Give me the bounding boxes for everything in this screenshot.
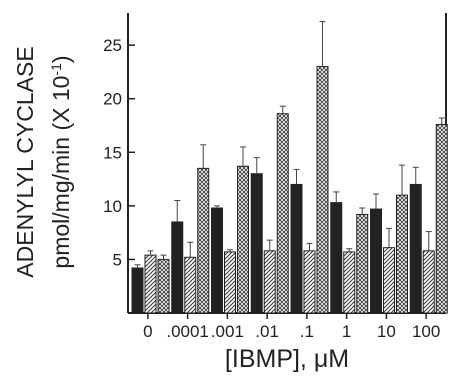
bar-hatched bbox=[263, 250, 276, 314]
bar-solid bbox=[211, 207, 223, 314]
bar-crosshatched bbox=[435, 123, 448, 314]
bar-solid bbox=[330, 202, 343, 314]
x-tick-label: .01 bbox=[255, 322, 279, 341]
bar-crosshatched bbox=[356, 213, 369, 314]
y-tick-label: 5 bbox=[113, 250, 122, 269]
bar-crosshatched bbox=[276, 113, 289, 314]
bar-hatched bbox=[303, 250, 316, 314]
error-bars bbox=[134, 21, 445, 268]
bar-solid bbox=[250, 173, 263, 314]
y-axis-label-line2: pmol/mg/min (X 10-1) bbox=[48, 55, 74, 268]
bar-hatched bbox=[144, 254, 157, 314]
y-tick-label: 10 bbox=[103, 197, 122, 216]
x-tick-label: .0001 bbox=[166, 322, 209, 341]
bar-solid bbox=[290, 183, 303, 314]
bar-hatched bbox=[224, 251, 236, 314]
y-tick-label: 25 bbox=[103, 36, 122, 55]
bar-crosshatched bbox=[197, 167, 210, 314]
bar-solid bbox=[409, 183, 422, 314]
bar-hatched bbox=[184, 256, 197, 314]
bar-solid bbox=[131, 267, 144, 314]
x-tick-label: 1 bbox=[342, 322, 351, 341]
x-tick-label: 0 bbox=[143, 322, 152, 341]
x-ticks: 0 .0001.001 .01 .1 1 10 100 bbox=[143, 313, 440, 341]
y-tick-label: 15 bbox=[103, 143, 122, 162]
bar-hatched bbox=[422, 250, 435, 314]
bar-hatched bbox=[343, 251, 356, 314]
bar-series bbox=[131, 66, 448, 314]
y-axis-label-line1: ADENYLYL CYCLASE bbox=[12, 46, 38, 277]
x-axis-label: [IBMP], μM bbox=[225, 345, 349, 373]
y-ticks: 5 10 15 20 25 bbox=[103, 36, 135, 269]
bar-crosshatched bbox=[157, 258, 170, 314]
x-tick-label: .1 bbox=[300, 322, 314, 341]
x-tick-label: 10 bbox=[377, 322, 396, 341]
bar-crosshatched bbox=[237, 165, 249, 314]
y-tick-label: 20 bbox=[103, 90, 122, 109]
x-tick-label: 100 bbox=[412, 322, 440, 341]
bar-solid bbox=[171, 221, 184, 314]
bar-hatched bbox=[383, 247, 395, 314]
y-axis-label: ADENYLYL CYCLASE pmol/mg/min (X 10-1) bbox=[12, 46, 74, 277]
x-tick-label: .001 bbox=[211, 322, 244, 341]
bar-crosshatched bbox=[396, 194, 408, 314]
bar-solid bbox=[370, 208, 382, 314]
bar-crosshatched bbox=[316, 66, 329, 314]
